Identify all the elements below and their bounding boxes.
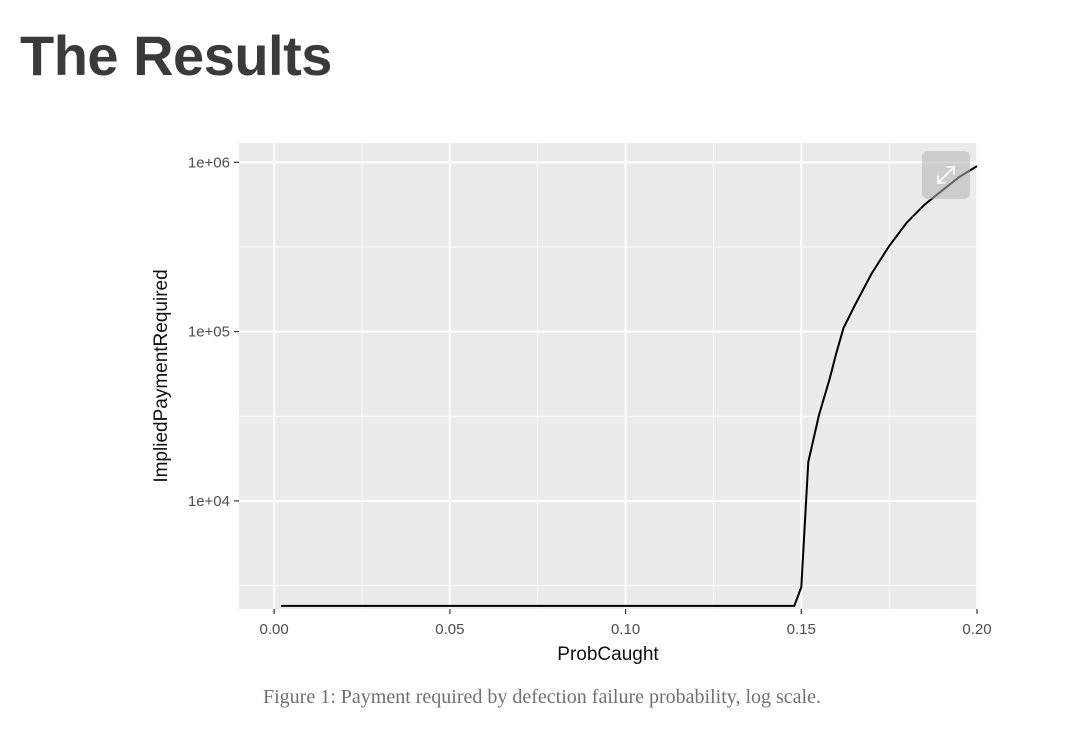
expand-button[interactable] (922, 151, 970, 199)
y-tick-label: 1e+04 (188, 493, 230, 510)
plot-panel (239, 143, 977, 609)
x-tick-label: 0.15 (787, 621, 816, 638)
x-tick-label: 0.10 (611, 621, 640, 638)
x-tick-label: 0.20 (962, 621, 991, 638)
figure: 0.00 0.05 0.10 0.15 0.20 1e+04 1e+05 1e+06 ProbC… (140, 138, 1000, 668)
chart: 0.00 0.05 0.10 0.15 0.20 1e+04 1e+05 1e+06 ProbC… (151, 143, 992, 665)
x-axis-title: ProbCaught (557, 644, 659, 665)
expand-arrows-icon (937, 166, 955, 184)
page-title: The Results (20, 24, 332, 87)
x-tick-label: 0.05 (435, 621, 464, 638)
y-axis-title: ImpliedPaymentRequired (151, 269, 172, 482)
figure-caption: Figure 1: Payment required by defection … (263, 686, 821, 708)
y-tick-label: 1e+06 (188, 154, 230, 171)
x-tick-label: 0.00 (260, 621, 289, 638)
y-tick-label: 1e+05 (188, 324, 230, 341)
